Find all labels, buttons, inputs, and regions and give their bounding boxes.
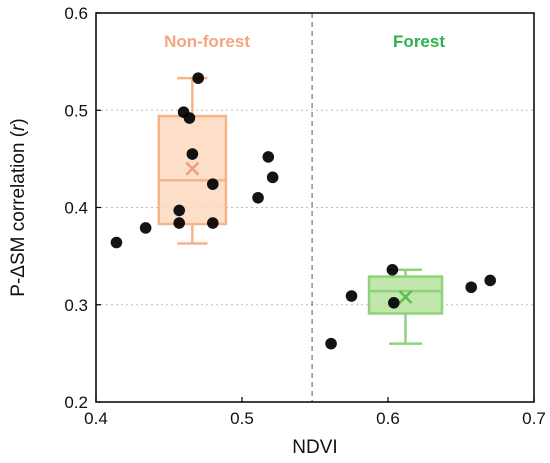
data-point-1: [139, 222, 152, 234]
y-axis-label-variable: r: [8, 124, 29, 131]
data-point-12: [266, 171, 279, 184]
data-point-8: [207, 178, 219, 190]
data-point-5: [183, 112, 196, 124]
data-point-11: [262, 151, 275, 163]
y-tick-label-0: 0.2: [64, 393, 88, 412]
y-axis-label: P-ΔSM correlation (r): [8, 118, 29, 296]
box-mean-marker: [185, 161, 200, 176]
y-tick-label-3: 0.5: [64, 101, 88, 120]
data-point-13: [325, 337, 337, 350]
x-axis-label: NDVI: [292, 437, 337, 458]
x-tick-label-2: 0.6: [376, 409, 400, 428]
grid: [96, 109, 534, 306]
data-point-10: [252, 191, 264, 204]
data-point-16: [388, 297, 400, 309]
data-point-7: [192, 72, 204, 84]
data-point-17: [465, 281, 478, 294]
data-point-14: [345, 290, 358, 302]
y-axis-ticks: 0.2 0.3 0.4 0.5 0.6: [64, 4, 101, 412]
region-labels: Non-forest Forest: [164, 32, 445, 51]
x-tick-label-1: 0.5: [230, 409, 254, 428]
y-axis-label-prefix: P-ΔSM correlation (: [8, 130, 29, 296]
data-point-9: [207, 217, 219, 229]
data-point-2: [173, 204, 186, 217]
data-point-15: [386, 263, 399, 276]
region-label-forest: Forest: [393, 32, 445, 51]
data-point-0: [110, 236, 123, 249]
y-axis-label-suffix: ): [8, 118, 29, 124]
box-plots: [157, 76, 444, 345]
data-point-3: [173, 217, 186, 229]
x-tick-label-3: 0.7: [522, 409, 546, 428]
box-iqr: [367, 275, 444, 315]
data-point-18: [484, 274, 497, 287]
box-mean-marker: [398, 290, 413, 304]
x-tick-label-0: 0.4: [84, 409, 108, 428]
y-tick-label-1: 0.3: [64, 296, 88, 315]
box-plot-non-forest: [157, 76, 228, 245]
y-tick-label-4: 0.6: [64, 4, 88, 23]
region-label-non-forest: Non-forest: [164, 32, 250, 51]
y-tick-label-2: 0.4: [64, 199, 88, 218]
box-plot-forest: [367, 268, 444, 345]
data-points: [110, 72, 497, 350]
data-point-6: [186, 148, 199, 160]
x-axis-ticks: 0.4 0.5 0.6 0.7: [84, 397, 546, 428]
